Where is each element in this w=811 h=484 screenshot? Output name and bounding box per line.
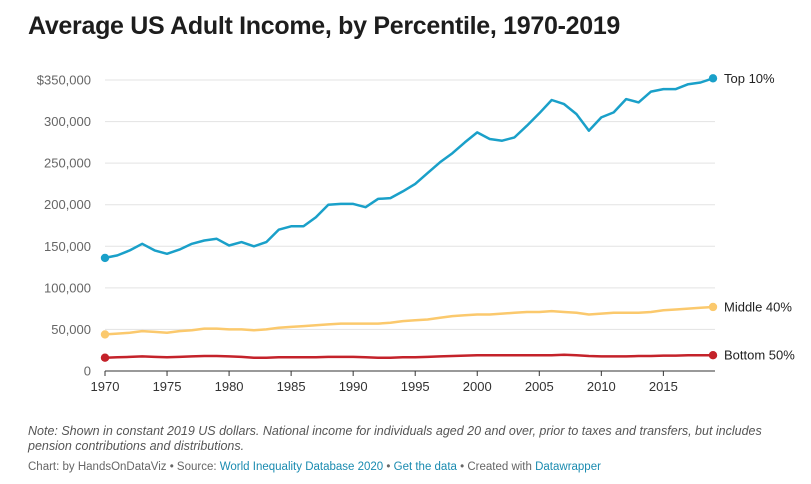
- x-tick-label: 1995: [401, 379, 430, 394]
- x-axis: 1970 1975 1980 1985 1990 1995 2000 2005 2010 2015: [91, 371, 678, 394]
- source-link[interactable]: World Inequality Database 2020: [219, 461, 384, 473]
- series-label-middle: Middle 40%: [724, 299, 792, 314]
- x-tick-label: 1990: [339, 379, 368, 394]
- y-tick-label: 150,000: [44, 239, 91, 254]
- y-tick-label: 300,000: [44, 114, 91, 129]
- series-start-point-top: [100, 253, 110, 263]
- x-tick-label: 1985: [277, 379, 306, 394]
- x-tick-label: 1970: [91, 379, 120, 394]
- series-label-bottom: Bottom 50%: [724, 348, 795, 363]
- series-line-middle: [103, 305, 715, 336]
- y-tick-label: 200,000: [44, 197, 91, 212]
- line-chart: 0 50,000 100,000 150,000 200,000 250,000 300,0…: [37, 71, 795, 394]
- datawrapper-link[interactable]: Datawrapper: [535, 461, 601, 473]
- y-axis: 0 50,000 100,000 150,000 200,000 250,000 300,0…: [37, 73, 91, 379]
- x-tick-label: 2015: [649, 379, 678, 394]
- series-start-point-middle: [100, 330, 110, 339]
- gridlines: [105, 79, 715, 372]
- series-label-top: Top 10%: [724, 71, 775, 86]
- x-tick-label: 2000: [463, 379, 492, 394]
- series-end-point-top: [708, 74, 718, 83]
- credit-created-with: • Created with: [456, 461, 536, 473]
- y-tick-label: 0: [84, 364, 91, 379]
- get-data-link[interactable]: Get the data: [393, 461, 457, 473]
- chart-credit: Chart: by HandsOnDataViz • Source: World…: [28, 461, 601, 473]
- x-tick-label: 1980: [215, 379, 244, 394]
- chart-note: Note: Shown in constant 2019 US dollars.…: [28, 424, 762, 453]
- series-end-point-bottom: [708, 351, 718, 360]
- credit-separator: •: [383, 461, 394, 473]
- credit-prefix: Chart: by HandsOnDataViz • Source:: [28, 461, 220, 473]
- series-start-point-bottom: [100, 353, 110, 362]
- y-tick-label: 250,000: [44, 156, 91, 171]
- series-line-bottom: [103, 353, 715, 359]
- x-tick-label: 1975: [153, 379, 182, 394]
- chart-title: Average US Adult Income, by Percentile, …: [28, 12, 621, 40]
- y-tick-label: 100,000: [44, 280, 91, 295]
- series-line-top: [103, 77, 715, 260]
- series-lines: [100, 74, 718, 362]
- series-end-point-middle: [708, 302, 718, 312]
- x-tick-label: 2005: [525, 379, 554, 394]
- y-tick-label: $350,000: [37, 73, 91, 88]
- series-labels: Top 10% Middle 40% Bottom 50%: [724, 71, 795, 363]
- y-tick-label: 50,000: [51, 322, 91, 337]
- x-tick-label: 2010: [587, 379, 616, 394]
